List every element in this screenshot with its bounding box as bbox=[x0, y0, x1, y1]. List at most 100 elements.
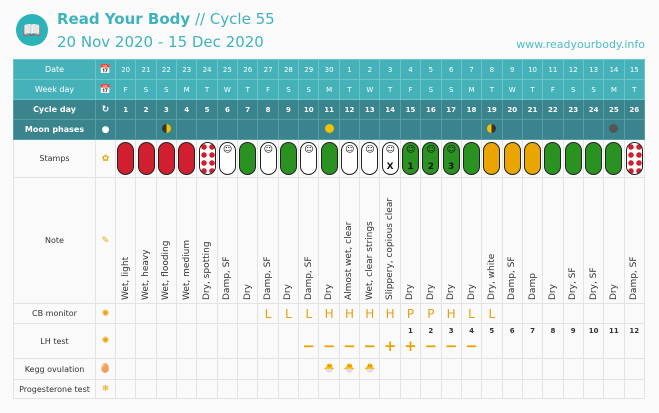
cell-cycleday[interactable]: 22 bbox=[542, 99, 564, 120]
cell-lh[interactable]: 11 bbox=[603, 323, 625, 359]
cell-cycleday[interactable]: 9 bbox=[277, 99, 300, 120]
cell-moon[interactable] bbox=[338, 119, 361, 140]
cell-prog[interactable] bbox=[237, 379, 259, 399]
cell-cb[interactable]: L bbox=[460, 303, 483, 324]
cell-note[interactable]: Dry bbox=[460, 177, 483, 304]
cell-cb[interactable]: P bbox=[399, 303, 422, 324]
cell-prog[interactable] bbox=[562, 379, 584, 399]
cell-note[interactable]: Dry bbox=[277, 177, 300, 304]
cell-weekday[interactable]: T bbox=[237, 79, 259, 100]
cell-kegg[interactable] bbox=[603, 358, 625, 380]
cell-stamps[interactable] bbox=[196, 139, 218, 178]
cell-cb[interactable] bbox=[216, 303, 239, 324]
cell-prog[interactable] bbox=[176, 379, 198, 399]
cell-kegg[interactable] bbox=[399, 358, 422, 380]
cell-weekday[interactable]: S bbox=[135, 79, 157, 100]
cell-weekday[interactable]: S bbox=[582, 79, 605, 100]
cell-note[interactable]: Wet, heavy bbox=[135, 177, 157, 304]
cell-lh[interactable]: 12 bbox=[623, 323, 646, 359]
stamp-green[interactable]: ☺ 1 bbox=[401, 142, 419, 175]
cell-note[interactable]: Damp, SF bbox=[216, 177, 239, 304]
cell-stamps[interactable] bbox=[603, 139, 625, 178]
cell-date[interactable]: 25 bbox=[216, 59, 239, 80]
cell-date[interactable]: 1 bbox=[338, 59, 361, 80]
cell-kegg[interactable] bbox=[562, 358, 584, 380]
cell-moon[interactable] bbox=[420, 119, 442, 140]
cell-prog[interactable] bbox=[481, 379, 503, 399]
cell-kegg[interactable] bbox=[481, 358, 503, 380]
cell-stamps[interactable] bbox=[562, 139, 584, 178]
cell-prog[interactable] bbox=[440, 379, 462, 399]
cell-weekday[interactable]: S bbox=[298, 79, 320, 100]
cell-lh[interactable] bbox=[135, 323, 157, 359]
cell-note[interactable]: Damp, SF bbox=[623, 177, 646, 304]
cell-note[interactable]: Dry bbox=[440, 177, 462, 304]
cell-moon[interactable] bbox=[277, 119, 300, 140]
cell-moon[interactable] bbox=[399, 119, 422, 140]
cell-cb[interactable]: H bbox=[440, 303, 462, 324]
cell-weekday[interactable]: S bbox=[277, 79, 300, 100]
cell-cb[interactable] bbox=[135, 303, 157, 324]
cell-cycleday[interactable]: 8 bbox=[257, 99, 279, 120]
cell-date[interactable]: 13 bbox=[582, 59, 605, 80]
cell-cb[interactable]: H bbox=[359, 303, 381, 324]
cell-weekday[interactable]: F bbox=[257, 79, 279, 100]
cell-weekday[interactable]: T bbox=[481, 79, 503, 100]
cell-date[interactable]: 5 bbox=[420, 59, 442, 80]
cell-prog[interactable] bbox=[420, 379, 442, 399]
cell-cycleday[interactable]: 26 bbox=[623, 99, 646, 120]
cell-kegg[interactable] bbox=[460, 358, 483, 380]
cell-kegg[interactable] bbox=[216, 358, 239, 380]
cell-cb[interactable] bbox=[237, 303, 259, 324]
cell-cb[interactable]: H bbox=[338, 303, 361, 324]
cell-stamps[interactable]: ☺ 3 bbox=[440, 139, 462, 178]
cell-cb[interactable] bbox=[623, 303, 646, 324]
cell-kegg[interactable] bbox=[623, 358, 646, 380]
cell-cb[interactable] bbox=[501, 303, 523, 324]
cell-lh[interactable]: 8 bbox=[542, 323, 564, 359]
cell-lh[interactable]: 4− bbox=[460, 323, 483, 359]
cell-cb[interactable] bbox=[521, 303, 544, 324]
cell-note[interactable]: Dry bbox=[603, 177, 625, 304]
cell-stamps[interactable] bbox=[237, 139, 259, 178]
cell-moon[interactable] bbox=[298, 119, 320, 140]
cell-date[interactable]: 20 bbox=[114, 59, 137, 80]
cell-note[interactable]: Damp, SF bbox=[298, 177, 320, 304]
cell-cb[interactable] bbox=[603, 303, 625, 324]
cell-cycleday[interactable]: 17 bbox=[440, 99, 462, 120]
cell-prog[interactable] bbox=[582, 379, 605, 399]
cell-weekday[interactable]: T bbox=[379, 79, 401, 100]
cell-moon[interactable] bbox=[582, 119, 605, 140]
cell-moon[interactable] bbox=[501, 119, 523, 140]
cell-note[interactable]: Dry bbox=[237, 177, 259, 304]
cell-stamps[interactable]: ☺ 2 bbox=[420, 139, 442, 178]
cell-note[interactable]: Damp, SF bbox=[501, 177, 523, 304]
cell-prog[interactable] bbox=[542, 379, 564, 399]
cell-lh[interactable] bbox=[277, 323, 300, 359]
cell-weekday[interactable]: M bbox=[176, 79, 198, 100]
cell-lh[interactable]: 3− bbox=[440, 323, 462, 359]
cell-lh[interactable]: + bbox=[379, 323, 401, 359]
cell-cycleday[interactable]: 11 bbox=[318, 99, 340, 120]
cell-prog[interactable] bbox=[460, 379, 483, 399]
cell-date[interactable]: 26 bbox=[237, 59, 259, 80]
cell-prog[interactable] bbox=[338, 379, 361, 399]
cell-stamps[interactable]: ☺ bbox=[257, 139, 279, 178]
cell-cb[interactable] bbox=[176, 303, 198, 324]
cell-prog[interactable] bbox=[603, 379, 625, 399]
cell-cb[interactable] bbox=[562, 303, 584, 324]
cell-stamps[interactable]: ☺ bbox=[338, 139, 361, 178]
cell-cycleday[interactable]: 1 bbox=[114, 99, 137, 120]
cell-lh[interactable]: − bbox=[318, 323, 340, 359]
cell-stamps[interactable] bbox=[135, 139, 157, 178]
cell-stamps[interactable] bbox=[277, 139, 300, 178]
cell-date[interactable]: 23 bbox=[176, 59, 198, 80]
cell-lh[interactable]: 9 bbox=[562, 323, 584, 359]
cell-cycleday[interactable]: 18 bbox=[460, 99, 483, 120]
cell-prog[interactable] bbox=[135, 379, 157, 399]
cell-stamps[interactable] bbox=[155, 139, 178, 178]
cell-stamps[interactable] bbox=[460, 139, 483, 178]
cell-note[interactable]: Dry, SF bbox=[582, 177, 605, 304]
cell-lh[interactable] bbox=[114, 323, 137, 359]
stamp-yellow[interactable] bbox=[483, 142, 501, 175]
